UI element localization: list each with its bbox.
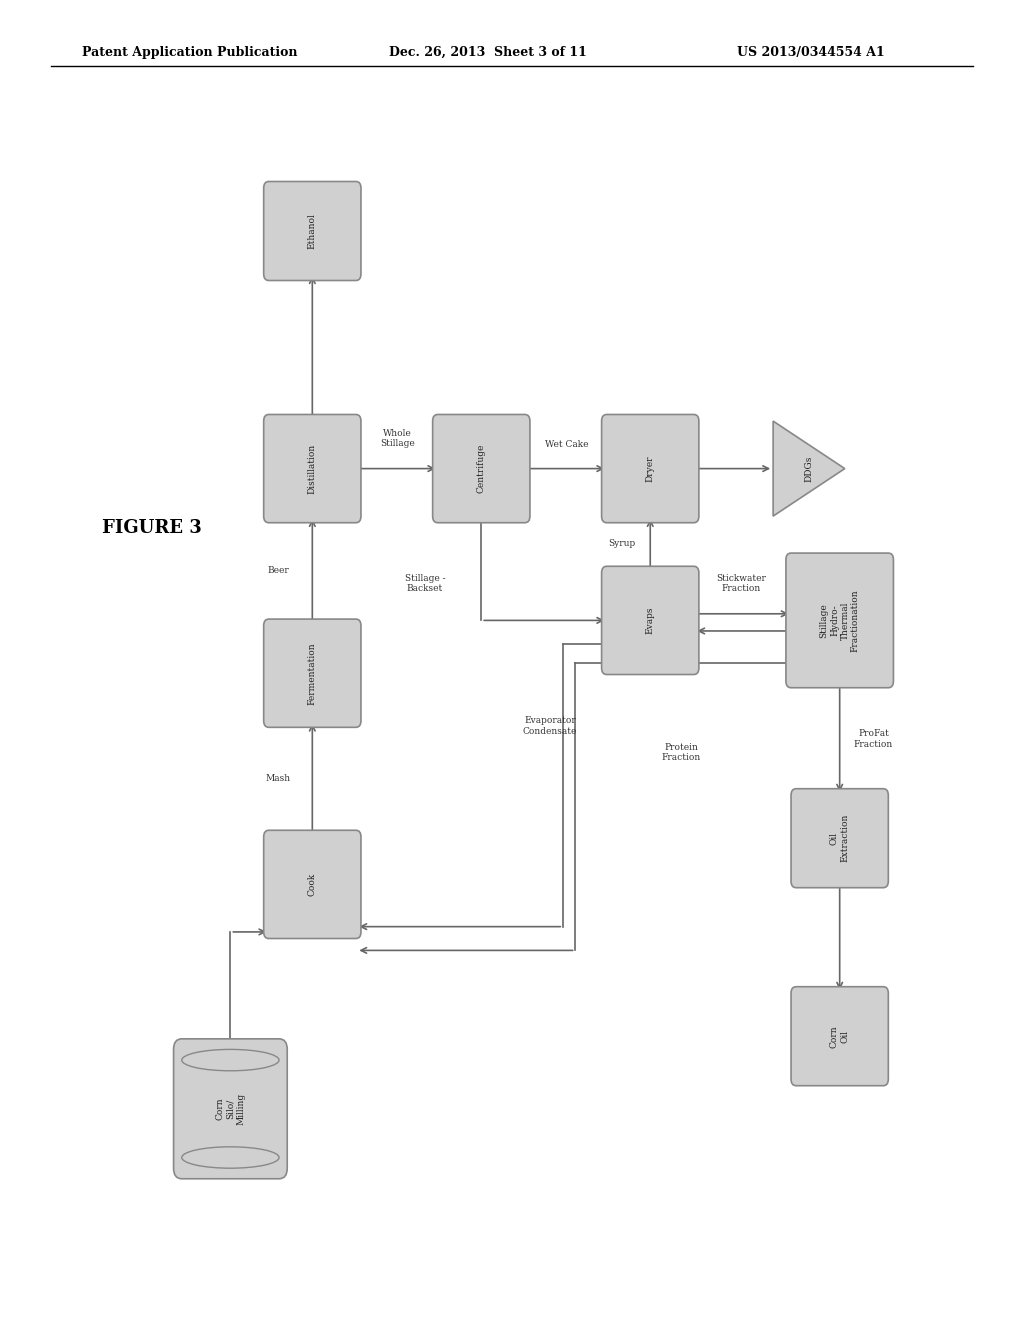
- FancyBboxPatch shape: [173, 1039, 287, 1179]
- Text: Distillation: Distillation: [308, 444, 316, 494]
- FancyBboxPatch shape: [264, 414, 361, 523]
- FancyBboxPatch shape: [264, 181, 361, 281]
- FancyBboxPatch shape: [264, 619, 361, 727]
- Text: Stickwater
Fraction: Stickwater Fraction: [717, 574, 766, 593]
- Text: Corn
Silo/
Milling: Corn Silo/ Milling: [215, 1093, 246, 1125]
- Ellipse shape: [182, 1049, 279, 1071]
- FancyBboxPatch shape: [432, 414, 530, 523]
- Text: Protein
Fraction: Protein Fraction: [662, 743, 700, 762]
- Text: Patent Application Publication: Patent Application Publication: [82, 46, 297, 59]
- Text: Beer: Beer: [267, 566, 290, 574]
- Text: ProFat
Fraction: ProFat Fraction: [854, 730, 893, 748]
- Text: Cook: Cook: [308, 873, 316, 896]
- FancyBboxPatch shape: [791, 788, 888, 887]
- FancyBboxPatch shape: [602, 414, 698, 523]
- Text: Fermentation: Fermentation: [308, 642, 316, 705]
- FancyBboxPatch shape: [602, 566, 698, 675]
- FancyBboxPatch shape: [786, 553, 893, 688]
- Text: Dryer: Dryer: [646, 455, 654, 482]
- Text: Evaporator
Condensate: Evaporator Condensate: [522, 717, 578, 735]
- Text: Corn
Oil: Corn Oil: [830, 1024, 849, 1048]
- Text: Wet Cake: Wet Cake: [545, 441, 588, 449]
- FancyBboxPatch shape: [264, 830, 361, 939]
- Text: Mash: Mash: [266, 775, 291, 783]
- Text: Oil
Extraction: Oil Extraction: [830, 814, 849, 862]
- Ellipse shape: [182, 1147, 279, 1168]
- Text: Ethanol: Ethanol: [308, 213, 316, 249]
- Text: Stillage
Hydro-
Thermal
Fractionation: Stillage Hydro- Thermal Fractionation: [819, 589, 860, 652]
- Text: DDGs: DDGs: [805, 455, 813, 482]
- Text: Stillage -
Backset: Stillage - Backset: [404, 574, 445, 593]
- Text: US 2013/0344554 A1: US 2013/0344554 A1: [737, 46, 885, 59]
- Polygon shape: [773, 421, 845, 516]
- FancyBboxPatch shape: [791, 987, 888, 1085]
- Text: Syrup: Syrup: [608, 540, 635, 548]
- Text: Centrifuge: Centrifuge: [477, 444, 485, 494]
- Text: Whole
Stillage: Whole Stillage: [380, 429, 415, 447]
- Text: Evaps: Evaps: [646, 607, 654, 634]
- Text: Dec. 26, 2013  Sheet 3 of 11: Dec. 26, 2013 Sheet 3 of 11: [389, 46, 587, 59]
- Text: FIGURE 3: FIGURE 3: [102, 519, 202, 537]
